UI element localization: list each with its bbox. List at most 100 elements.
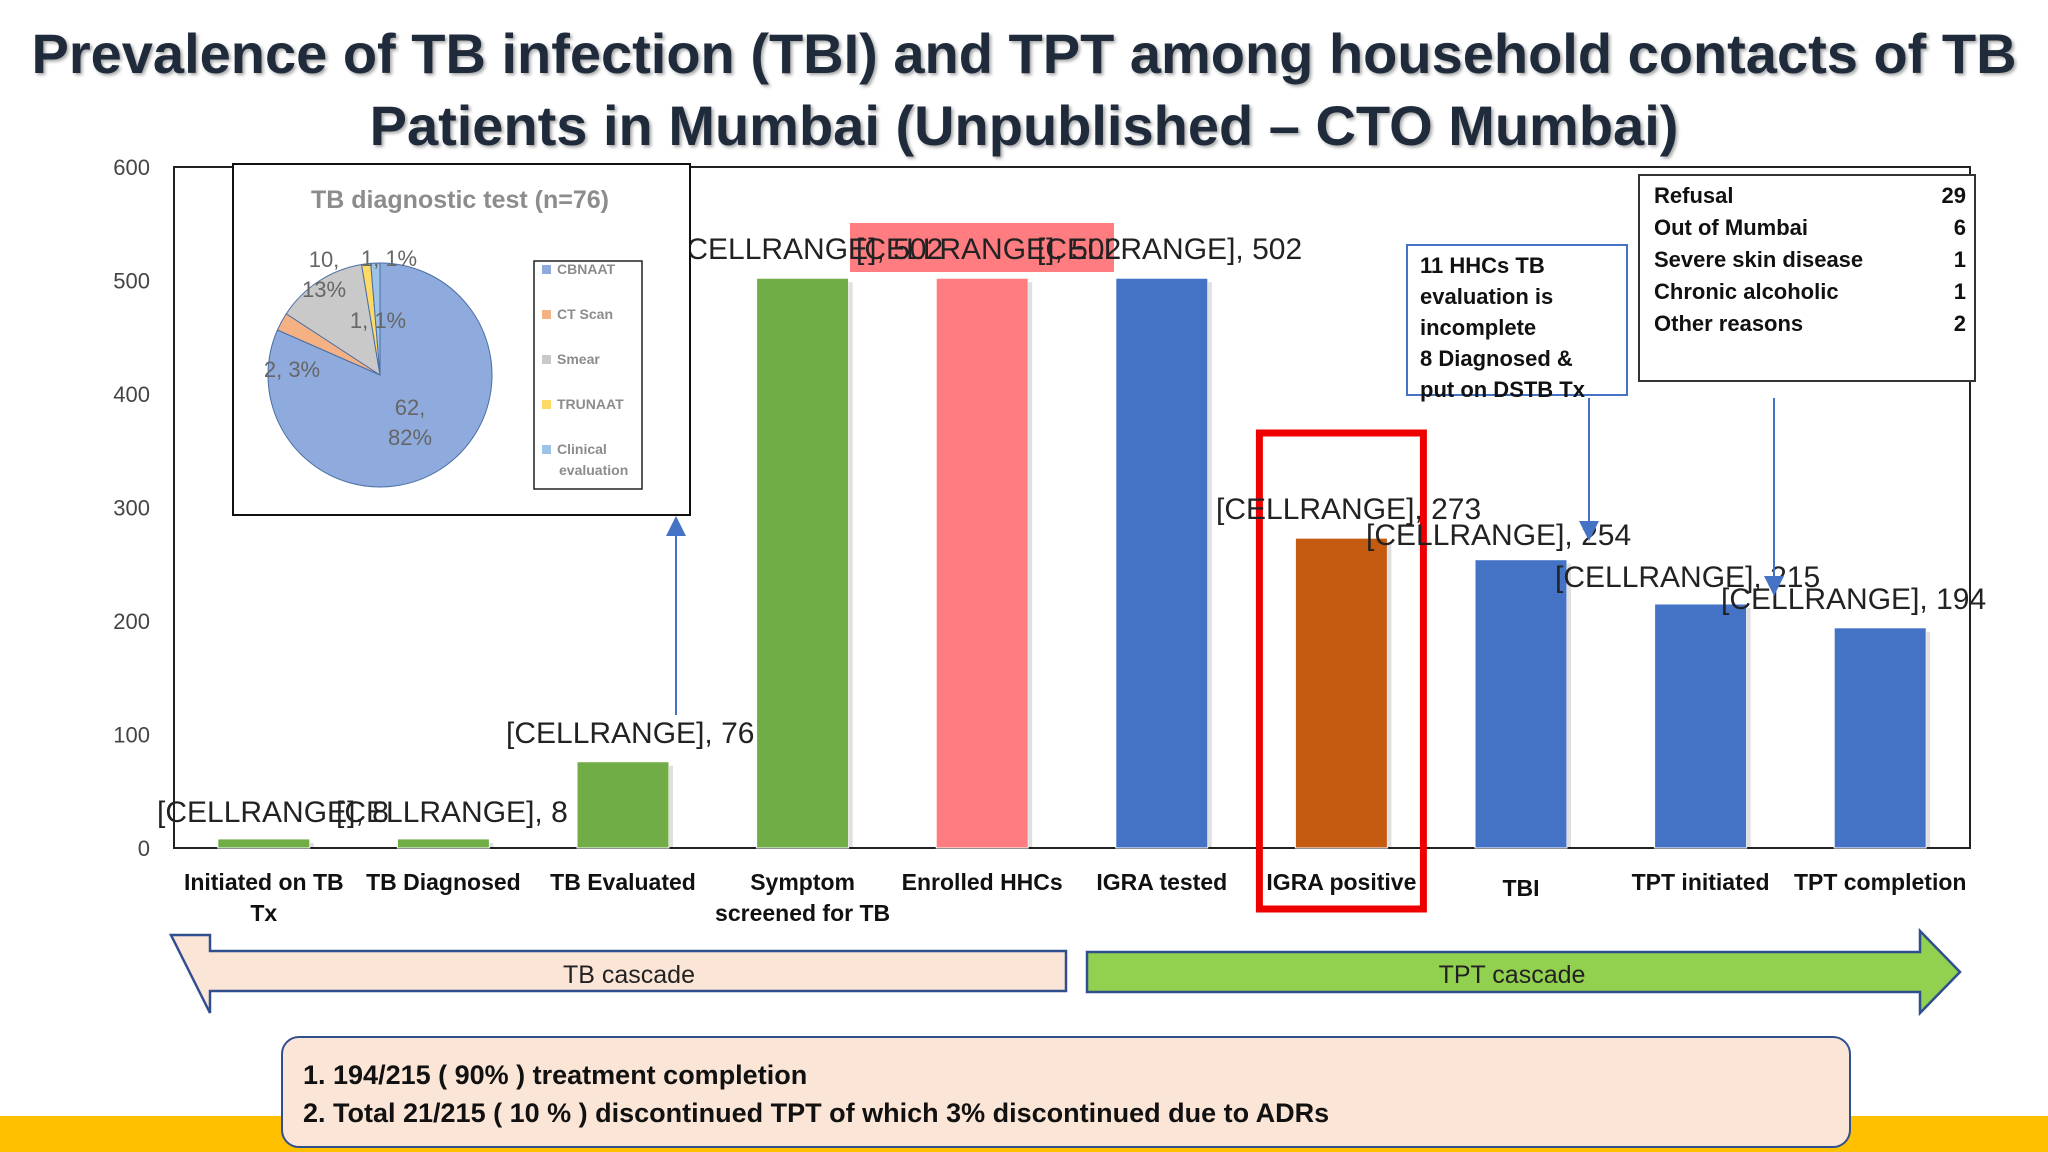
data-label: [CELLRANGE], 273 — [1216, 493, 1481, 526]
x-tick-label: Tx — [250, 900, 277, 926]
pie-slice — [285, 263, 381, 377]
pie-data-label: 13% — [302, 277, 346, 302]
legend-swatch — [542, 445, 551, 454]
tb-cascade-arrow — [168, 933, 1068, 1014]
reason-count: 29 — [1941, 183, 1966, 208]
legend-swatch — [542, 400, 551, 409]
callout-line: 11 HHCs TB — [1420, 253, 1545, 278]
bar — [935, 277, 1029, 849]
callout-line: put on DSTB Tx — [1420, 377, 1585, 402]
legend-label: Smear — [557, 351, 600, 367]
reason-label: Out of Mumbai — [1654, 215, 1808, 240]
bar-shadow — [1926, 631, 1931, 848]
reason-label: Other reasons — [1654, 311, 1804, 336]
x-tick-label: Symptom — [750, 869, 855, 895]
bar-shadow — [848, 282, 853, 849]
bar — [1654, 603, 1748, 849]
data-label: [CELLRANGE], 502 — [856, 233, 1121, 266]
summary-box: 1. 194/215 ( 90% ) treatment completion … — [281, 1036, 1851, 1148]
pie-data-label: 1, 1% — [361, 246, 417, 271]
pie-title: TB diagnostic test (n=76) — [311, 186, 609, 214]
plot-area-border — [173, 166, 1971, 849]
bar — [1474, 559, 1568, 849]
y-tick-label: 300 — [113, 496, 150, 521]
x-tick-label: TPT initiated — [1632, 869, 1770, 895]
callout-line: 8 Diagnosed & — [1420, 346, 1573, 371]
highlight-box — [1255, 429, 1427, 913]
x-tick-label: IGRA tested — [1096, 869, 1227, 895]
reason-label: Refusal — [1654, 183, 1734, 208]
data-label: [CELLRANGE], 194 — [1721, 583, 1986, 616]
data-label: [CELLRANGE], 502 — [678, 233, 943, 266]
x-tick-label: IGRA positive — [1266, 869, 1416, 895]
bar-shadow — [489, 842, 494, 848]
data-label: [CELLRANGE], 8 — [157, 796, 389, 829]
tpt-cascade-arrow — [1085, 927, 1962, 1017]
y-tick-label: 500 — [113, 269, 150, 294]
reason-row: Chronic alcoholic 1 — [1654, 276, 1966, 308]
pie-legend-frame — [533, 260, 643, 490]
bar — [1115, 277, 1209, 849]
data-label: [CELLRANGE], 8 — [336, 796, 568, 829]
summary-line: 1. 194/215 ( 90% ) treatment completion — [303, 1060, 808, 1090]
bar-layer: 0 100 200 300 400 500 600 [CELLRANGE], 8 Initiat… — [113, 155, 1986, 926]
legend-label: CBNAAT — [557, 261, 616, 277]
pie-data-label: 10, — [309, 247, 340, 272]
slide-title-line-2: Patients in Mumbai (Unpublished – CTO Mu… — [369, 94, 1679, 157]
bar-shadow — [1207, 282, 1212, 849]
reason-row: Severe skin disease 1 — [1654, 244, 1966, 276]
slide-title: Prevalence of TB infection (TBI) and TPT… — [0, 18, 2048, 162]
legend-label: TRUNAAT — [557, 396, 624, 412]
reason-count: 2 — [1953, 311, 1966, 336]
y-tick-label: 100 — [113, 723, 150, 748]
legend-swatch — [542, 265, 551, 274]
y-tick-label: 200 — [113, 609, 150, 634]
bar-shadow — [1028, 282, 1033, 849]
reason-row: Out of Mumbai 6 — [1654, 212, 1966, 244]
pie-slice — [370, 262, 381, 376]
reason-row: Refusal 29 — [1654, 180, 1966, 212]
bar-shadow — [1387, 542, 1392, 848]
x-tick-label: Initiated on TB — [184, 869, 344, 895]
callout-line: incomplete — [1420, 315, 1537, 340]
bar — [1833, 627, 1927, 849]
reason-count: 1 — [1953, 279, 1966, 304]
y-tick-label: 600 — [113, 155, 150, 180]
pie-data-label: 82% — [388, 425, 432, 450]
reason-label: Severe skin disease — [1654, 247, 1864, 272]
x-tick-label: TB Evaluated — [550, 869, 696, 895]
summary-line: 2. Total 21/215 ( 10 % ) discontinued TP… — [303, 1098, 1330, 1128]
x-tick-label: TB Diagnosed — [366, 869, 521, 895]
data-label: [CELLRANGE], 502 — [1037, 233, 1302, 266]
legend-swatch — [542, 310, 551, 319]
bar — [396, 838, 490, 849]
tb-cascade-label: TB cascade — [563, 961, 695, 989]
reason-label: Chronic alcoholic — [1654, 279, 1839, 304]
data-label-highlight — [850, 223, 1114, 272]
y-tick-label: 0 — [138, 836, 150, 861]
tpt-cascade-label: TPT cascade — [1439, 961, 1586, 989]
pie-inset: TB diagnostic test (n=76) 62, 82% 2, 3% 10, 1… — [232, 163, 691, 516]
y-tick-label: 400 — [113, 382, 150, 407]
annotation-layer: TB cascade TPT cascade — [168, 398, 1962, 1017]
bar-shadow — [1567, 563, 1571, 848]
reason-count: 1 — [1953, 247, 1966, 272]
bar — [217, 838, 311, 849]
legend-label: CT Scan — [557, 306, 613, 322]
reason-row: Other reasons 2 — [1654, 308, 1966, 340]
reason-count: 6 — [1953, 215, 1966, 240]
pie-data-label: 2, 3% — [264, 357, 320, 382]
bar — [576, 761, 670, 849]
legend-label: evaluation — [559, 462, 628, 478]
x-tick-label: TPT completion — [1794, 869, 1967, 895]
data-label: [CELLRANGE], 254 — [1366, 519, 1631, 552]
pie-data-label: 62, — [395, 395, 426, 420]
legend-label: Clinical — [557, 441, 607, 457]
x-tick-label: Enrolled HHCs — [902, 869, 1063, 895]
bar-shadow — [1746, 607, 1751, 848]
x-tick-label: TBI — [1502, 875, 1539, 901]
bar — [1294, 537, 1388, 849]
pie-data-label: 1, 1% — [350, 308, 406, 333]
bar-shadow — [669, 765, 673, 848]
